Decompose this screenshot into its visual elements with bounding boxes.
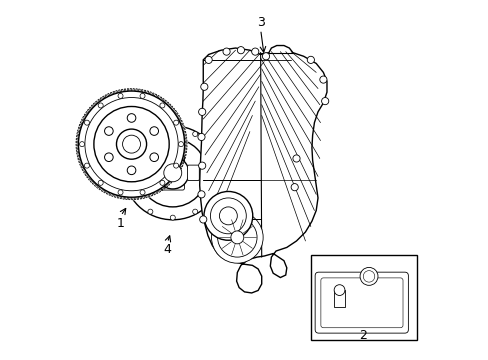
Circle shape (211, 212, 263, 263)
Circle shape (150, 127, 158, 135)
Circle shape (170, 215, 175, 220)
Circle shape (198, 108, 205, 116)
Circle shape (223, 48, 230, 55)
Circle shape (127, 166, 136, 175)
Circle shape (78, 91, 184, 197)
Circle shape (84, 163, 89, 168)
Circle shape (84, 120, 89, 125)
Circle shape (198, 162, 205, 169)
Circle shape (321, 98, 328, 105)
Circle shape (215, 170, 220, 175)
Circle shape (147, 209, 153, 214)
Circle shape (116, 129, 146, 159)
Circle shape (98, 103, 103, 108)
FancyBboxPatch shape (151, 165, 163, 180)
Circle shape (199, 216, 206, 223)
Text: 3: 3 (256, 17, 264, 30)
Text: 2: 2 (358, 329, 366, 342)
Text: 4: 4 (163, 243, 171, 256)
FancyBboxPatch shape (187, 165, 199, 180)
Circle shape (160, 103, 164, 108)
Circle shape (204, 56, 212, 63)
Circle shape (359, 267, 377, 285)
Circle shape (290, 184, 298, 191)
Circle shape (156, 157, 188, 189)
Circle shape (163, 164, 182, 182)
Circle shape (122, 135, 140, 153)
Circle shape (127, 114, 136, 122)
Circle shape (160, 180, 164, 185)
Circle shape (262, 53, 269, 60)
Bar (333, 290, 344, 307)
Circle shape (306, 56, 314, 63)
FancyBboxPatch shape (314, 272, 407, 333)
Circle shape (140, 93, 145, 98)
Circle shape (131, 193, 136, 198)
Circle shape (192, 209, 197, 214)
Circle shape (118, 93, 123, 98)
Circle shape (173, 163, 178, 168)
Circle shape (251, 48, 258, 55)
Circle shape (80, 141, 84, 147)
Circle shape (98, 180, 103, 185)
Bar (310, 255, 416, 339)
Circle shape (209, 193, 214, 198)
Circle shape (237, 46, 244, 54)
Ellipse shape (124, 126, 221, 220)
Circle shape (131, 148, 136, 153)
Circle shape (118, 190, 123, 195)
Circle shape (363, 271, 374, 282)
Circle shape (173, 120, 178, 125)
Circle shape (333, 285, 344, 296)
Circle shape (104, 153, 113, 162)
Circle shape (198, 191, 204, 198)
Circle shape (209, 148, 214, 153)
Circle shape (201, 83, 207, 90)
Circle shape (150, 153, 158, 162)
Circle shape (230, 231, 244, 244)
Circle shape (170, 126, 175, 131)
Circle shape (319, 76, 326, 83)
Text: 1: 1 (117, 216, 124, 230)
Circle shape (94, 107, 169, 182)
Circle shape (203, 192, 252, 240)
Circle shape (198, 134, 204, 140)
Circle shape (139, 139, 206, 207)
Polygon shape (76, 89, 187, 200)
Circle shape (210, 198, 246, 234)
FancyBboxPatch shape (161, 177, 184, 190)
Circle shape (140, 190, 145, 195)
FancyBboxPatch shape (161, 156, 184, 168)
Circle shape (178, 141, 183, 147)
Polygon shape (199, 45, 326, 293)
Circle shape (85, 98, 178, 191)
Circle shape (147, 131, 153, 136)
Circle shape (292, 155, 300, 162)
FancyBboxPatch shape (320, 278, 402, 328)
Circle shape (125, 170, 130, 175)
Circle shape (217, 218, 257, 257)
Circle shape (219, 207, 237, 225)
Circle shape (192, 131, 197, 136)
Circle shape (104, 127, 113, 135)
